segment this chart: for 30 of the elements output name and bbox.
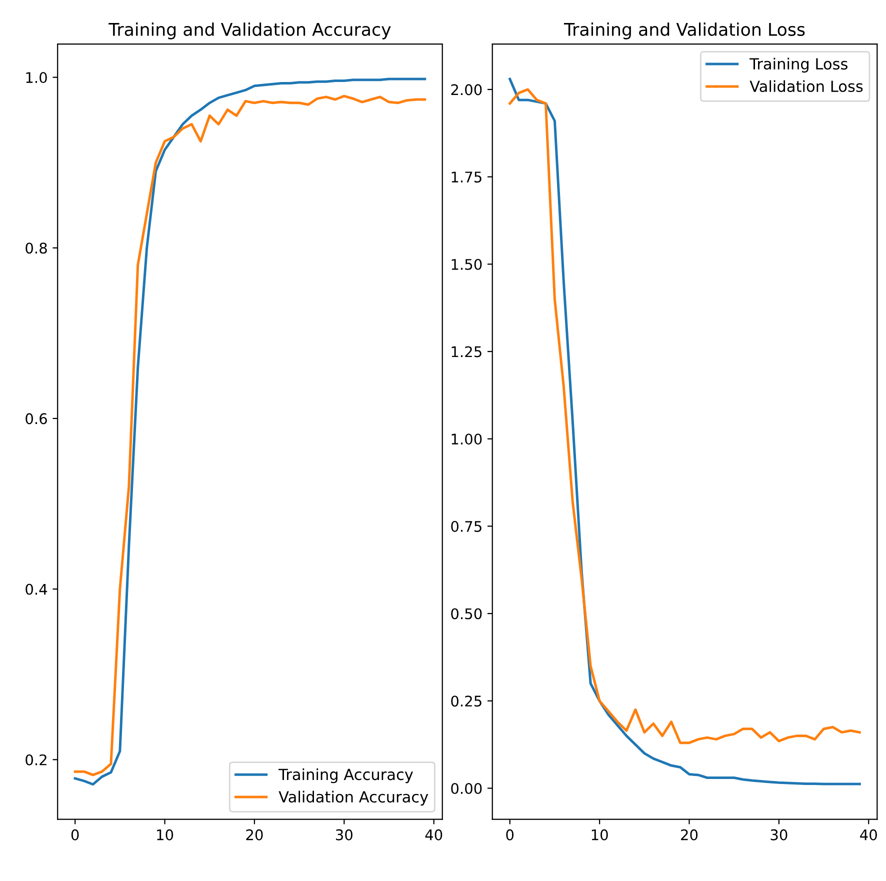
x-tick-label: 40 bbox=[425, 829, 442, 840]
y-tick-label: 0.6 bbox=[26, 413, 47, 424]
chart-title: Training and Validation Accuracy bbox=[108, 22, 391, 40]
y-tick-label: 1.00 bbox=[452, 434, 482, 445]
x-tick-label: 0 bbox=[71, 829, 79, 840]
y-tick-label: 0.4 bbox=[26, 584, 48, 595]
legend-label: Training Accuracy bbox=[278, 768, 413, 784]
x-tick-label: 0 bbox=[506, 829, 514, 840]
x-tick-label: 30 bbox=[336, 829, 352, 840]
legend-label: Training Loss bbox=[750, 58, 848, 73]
x-tick-label: 10 bbox=[592, 829, 608, 840]
y-tick-label: 0.8 bbox=[26, 242, 47, 254]
y-tick-label: 1.0 bbox=[26, 72, 47, 84]
x-tick-label: 30 bbox=[770, 829, 788, 840]
y-tick-label: 1.50 bbox=[452, 258, 482, 270]
y-tick-label: 0.25 bbox=[451, 696, 482, 707]
x-tick-label: 20 bbox=[681, 829, 698, 840]
y-tick-label: 0.75 bbox=[451, 520, 482, 532]
legend-label: Validation Loss bbox=[750, 80, 863, 92]
y-tick-label: 2.00 bbox=[451, 84, 482, 96]
x-tick-label: 20 bbox=[246, 829, 263, 840]
y-tick-label: 1.25 bbox=[452, 346, 482, 358]
y-tick-label: 1.75 bbox=[452, 172, 482, 183]
y-tick-label: 0.00 bbox=[451, 782, 482, 794]
y-tick-label: 0.50 bbox=[451, 608, 482, 620]
x-tick-label: 10 bbox=[157, 829, 174, 840]
legend-label: Validation Accuracy bbox=[278, 790, 428, 806]
x-tick-label: 40 bbox=[860, 829, 877, 840]
y-tick-label: 0.2 bbox=[26, 754, 46, 766]
chart-title: Training and Validation Loss bbox=[564, 22, 805, 40]
